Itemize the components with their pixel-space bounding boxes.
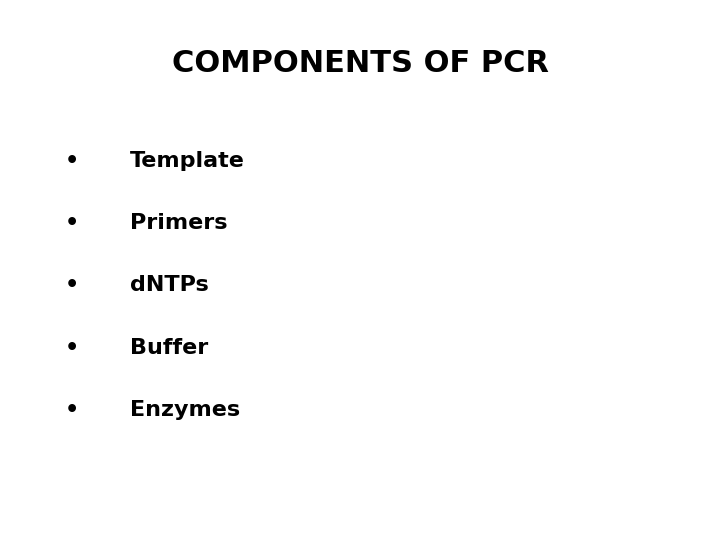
Text: •: • [65,213,79,233]
Text: Template: Template [130,151,245,171]
Text: •: • [65,151,79,171]
Text: Primers: Primers [130,213,227,233]
Text: dNTPs: dNTPs [130,275,208,295]
Text: Buffer: Buffer [130,338,208,357]
Text: COMPONENTS OF PCR: COMPONENTS OF PCR [171,49,549,78]
Text: •: • [65,338,79,357]
Text: •: • [65,400,79,420]
Text: Enzymes: Enzymes [130,400,240,420]
Text: •: • [65,275,79,295]
